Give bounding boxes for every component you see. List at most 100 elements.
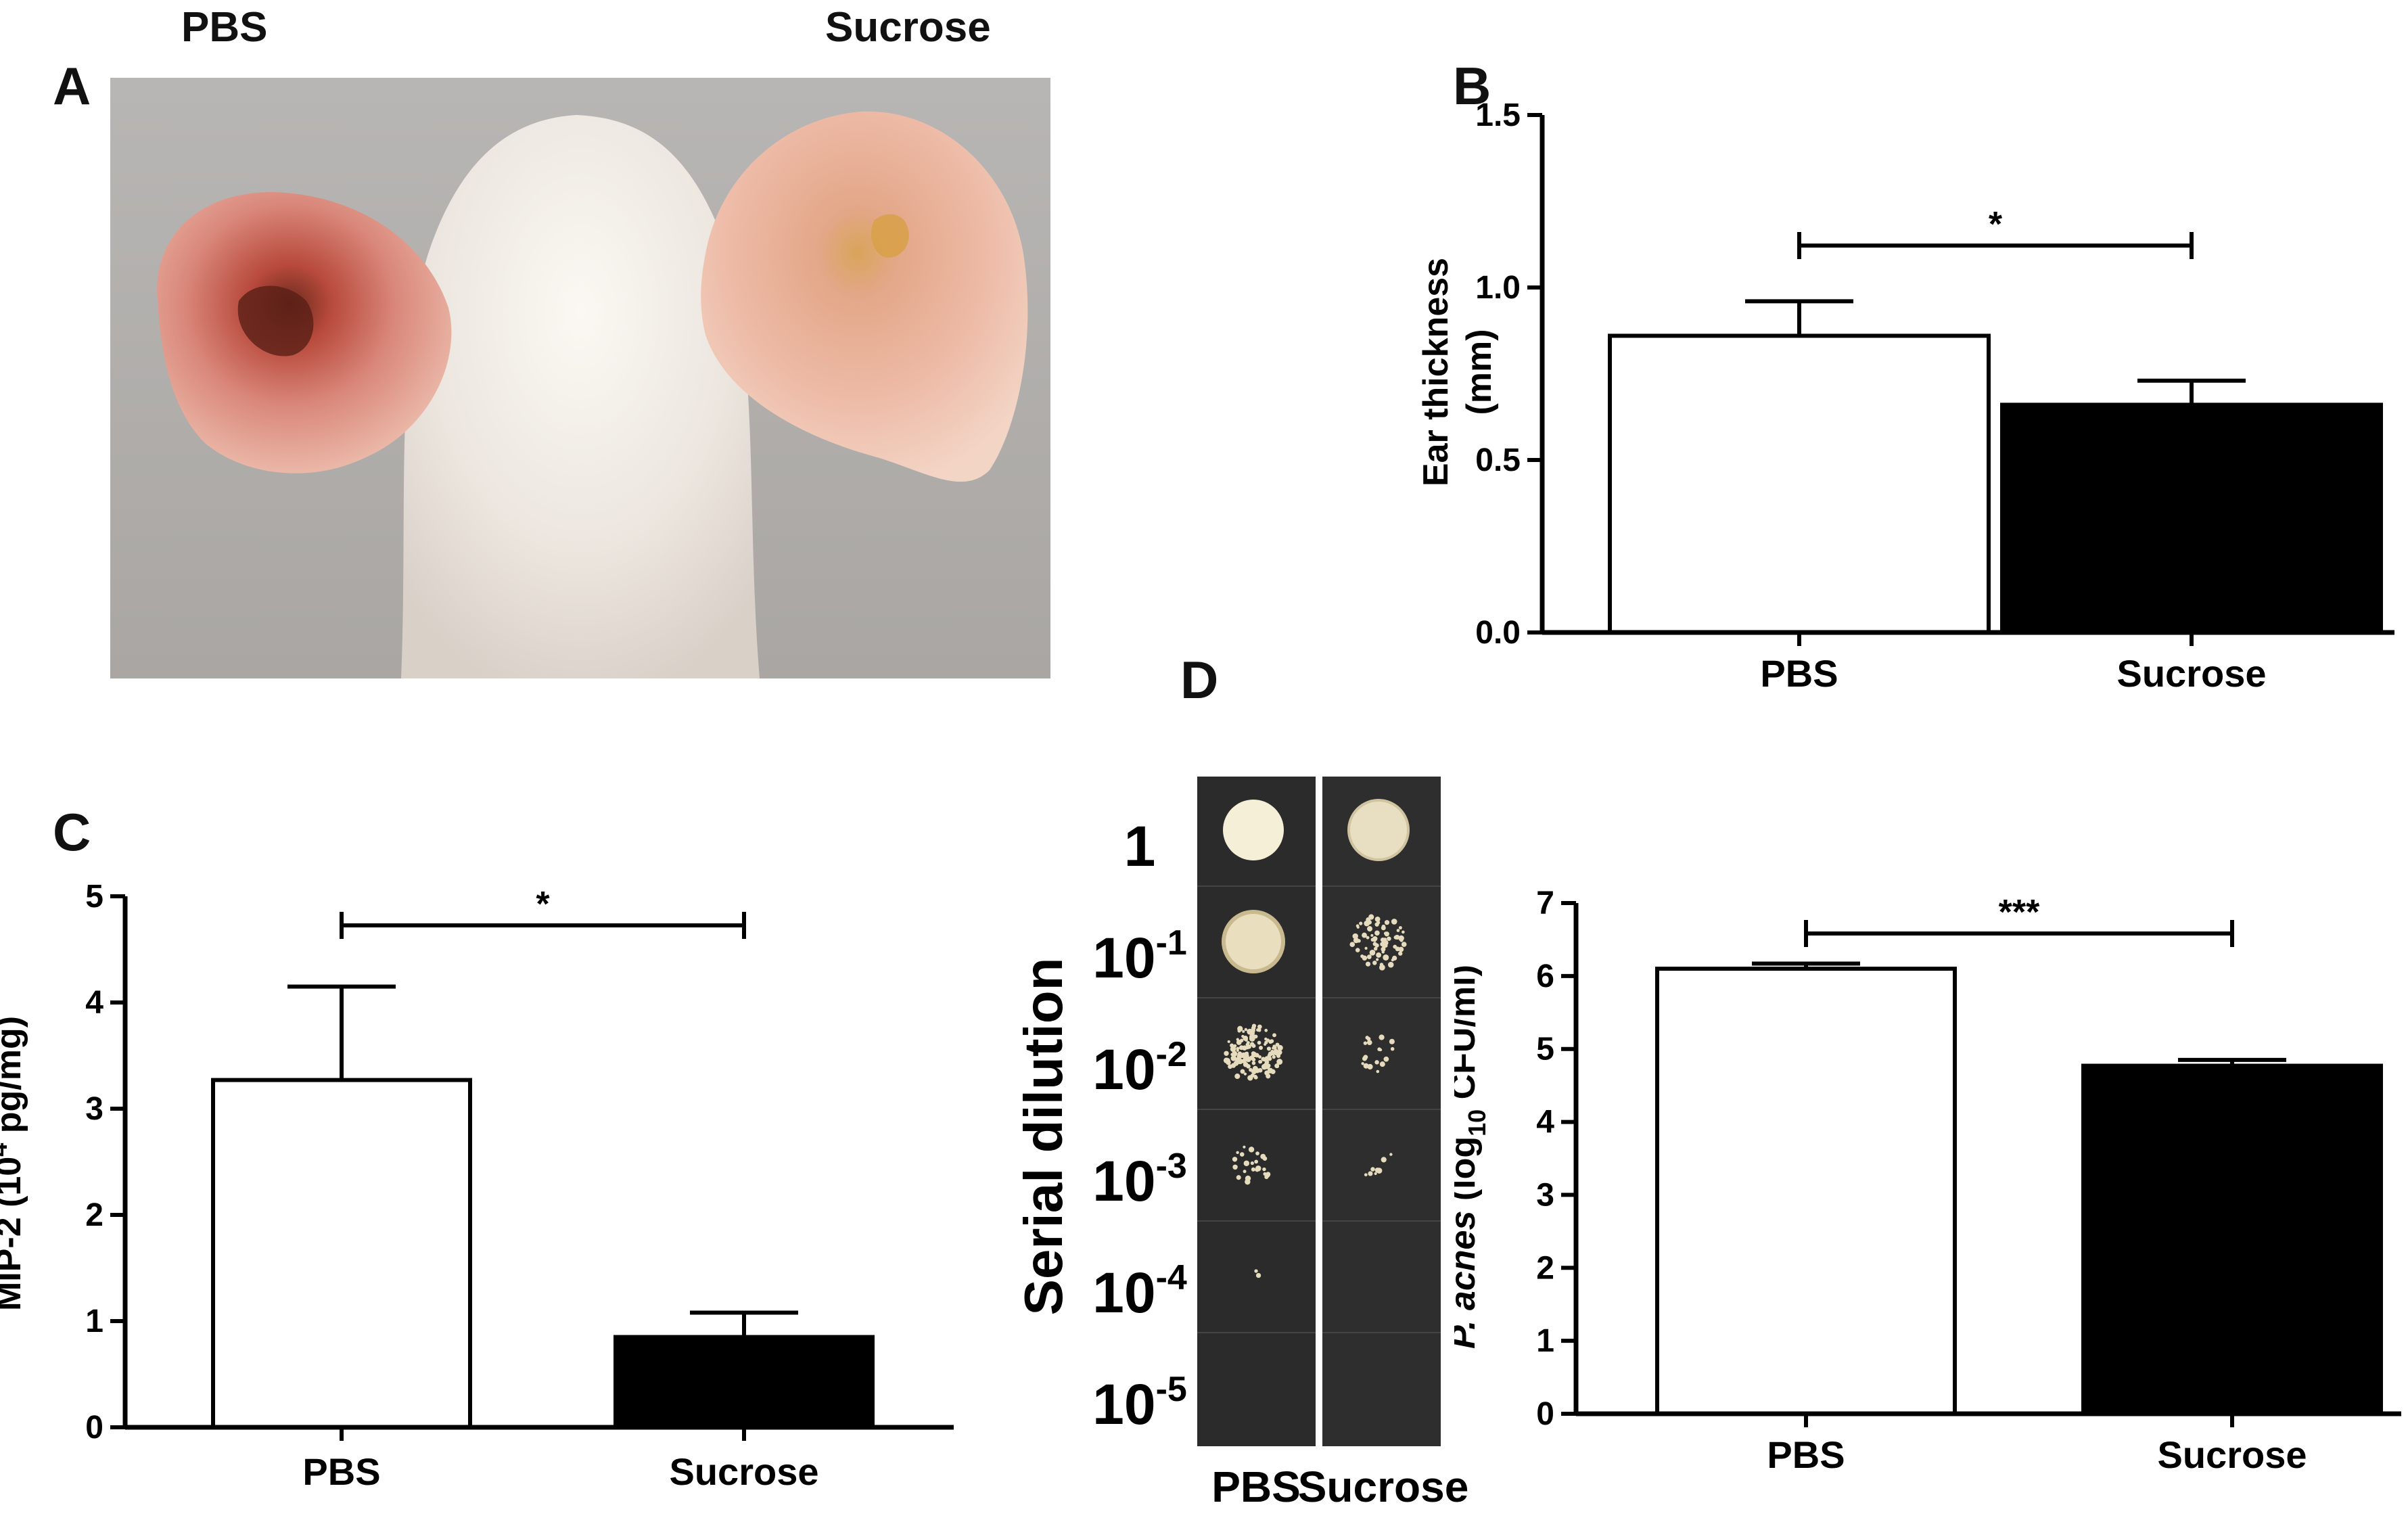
colony-speck xyxy=(1246,1041,1250,1045)
colony-speck xyxy=(1254,1269,1258,1273)
x-tick-label: PBS xyxy=(1767,1433,1845,1476)
colony-speck xyxy=(1251,1167,1255,1172)
y-tick-label: 0.0 xyxy=(1475,615,1521,651)
colony-speck xyxy=(1257,1040,1261,1045)
dilution-label: 10-4 xyxy=(1092,1258,1187,1324)
colony-speck xyxy=(1371,950,1376,954)
colony-speck xyxy=(1390,1046,1395,1051)
colony-speck xyxy=(1275,1042,1280,1047)
colony-speck xyxy=(1226,1059,1231,1065)
colony-speck xyxy=(1370,1167,1375,1172)
colony-speck xyxy=(1387,936,1391,941)
colony-speck xyxy=(1359,921,1363,925)
colony-speck xyxy=(1364,946,1368,950)
colony-speck xyxy=(1242,1030,1245,1033)
x-tick-label: PBS xyxy=(1760,652,1838,695)
colony-speck xyxy=(1394,934,1400,940)
colony-speck xyxy=(1356,924,1360,928)
y-axis-label: P. acnes (log10 CFU/ml) xyxy=(1454,965,1491,1349)
colony-speck xyxy=(1276,1059,1283,1065)
significance-marker: * xyxy=(536,885,550,924)
colony-speck xyxy=(1391,919,1397,925)
colony-speck xyxy=(1272,1055,1276,1059)
y-tick-label: 0 xyxy=(1536,1396,1554,1432)
panel-letter-d: D xyxy=(1180,650,1219,710)
colony-speck xyxy=(1254,1076,1258,1080)
plate-strip-pbs xyxy=(1197,777,1316,1446)
colony-speck xyxy=(1255,1166,1261,1172)
colony-speck xyxy=(1267,1067,1274,1074)
colony-speck xyxy=(1277,1044,1283,1051)
x-tick-label: Sucrose xyxy=(2117,652,2267,695)
colony-speck xyxy=(1236,1059,1243,1065)
colony-speck xyxy=(1387,961,1394,968)
colony-speck xyxy=(1249,1067,1253,1072)
colony-speck xyxy=(1266,1046,1272,1051)
colony-speck xyxy=(1384,931,1389,937)
colony-speck xyxy=(1362,955,1368,961)
chart-d: 0 1 2 3 4 5 6 7 PBS Sucrose P. acnes (log10 CFU/ml… xyxy=(1454,885,2401,1476)
colony-speck xyxy=(1228,1064,1232,1069)
photo-label-sucrose: Sucrose xyxy=(825,4,991,51)
bar-sucrose xyxy=(613,1335,875,1429)
colony-speck xyxy=(1363,1063,1369,1069)
colony-speck xyxy=(1249,1055,1253,1059)
colony-speck xyxy=(1257,1024,1262,1030)
dilution-base: 10 xyxy=(1092,1261,1155,1324)
dilution-base: 1 xyxy=(1124,814,1156,878)
colony-speck xyxy=(1251,1057,1256,1062)
panel-letter-a: A xyxy=(53,56,91,116)
colony-speck xyxy=(1264,1056,1270,1061)
colony-speck xyxy=(1230,1055,1236,1061)
colony-speck xyxy=(1383,954,1389,961)
y-axis-label-text: CFU/ml) xyxy=(1454,965,1483,1109)
dilution-exponent: -3 xyxy=(1156,1147,1187,1186)
colony-speck xyxy=(1238,1045,1244,1051)
colony-speck xyxy=(1366,1040,1372,1046)
colony-speck xyxy=(1381,925,1386,931)
colony-speck xyxy=(1398,946,1404,952)
dilution-exponent: -1 xyxy=(1156,923,1187,963)
colony-speck xyxy=(1374,1172,1377,1176)
bar-sucrose xyxy=(2000,402,2383,635)
colony-speck xyxy=(1379,963,1384,967)
colony-speck xyxy=(1364,1173,1368,1177)
panel-letter-b: B xyxy=(1453,56,1491,116)
colony-speck xyxy=(1227,1040,1230,1043)
y-tick-label: 0.5 xyxy=(1475,442,1521,478)
colony-spot xyxy=(1222,910,1285,973)
colony-speck xyxy=(1250,1161,1254,1166)
x-tick-label: Sucrose xyxy=(670,1450,819,1493)
y-axis-label-sub: 10 xyxy=(1463,1109,1491,1136)
y-tick-label: 1.5 xyxy=(1475,97,1521,133)
bar-pbs xyxy=(211,1078,472,1429)
y-axis-label-text: pg/mg) xyxy=(0,1016,28,1143)
colony-speck xyxy=(1258,1059,1262,1064)
colony-speck xyxy=(1363,1041,1368,1045)
y-axis-label-line: (mm) xyxy=(1460,329,1499,415)
plate-strip-sucrose xyxy=(1322,777,1441,1446)
colony-speck xyxy=(1271,1051,1276,1056)
colony-speck xyxy=(1254,1159,1258,1164)
colony-speck xyxy=(1374,917,1381,922)
colony-speck xyxy=(1236,1038,1239,1041)
y-axis-label-sup: 4 xyxy=(0,1143,12,1157)
colony-speck xyxy=(1251,1051,1256,1056)
y-tick-label: 6 xyxy=(1536,959,1554,994)
dilution-label: 10-3 xyxy=(1092,1147,1187,1213)
colony-speck xyxy=(1372,961,1377,965)
colony-speck xyxy=(1243,1160,1250,1166)
colony-speck xyxy=(1381,950,1385,954)
colony-speck xyxy=(1366,954,1372,959)
colony-speck xyxy=(1364,920,1370,927)
colony-speck xyxy=(1376,952,1382,958)
dilution-base: 10 xyxy=(1092,1038,1155,1101)
x-tick-label: Sucrose xyxy=(2158,1433,2307,1476)
colony-speck xyxy=(1376,1069,1380,1074)
chart-b: 0.0 0.5 1.0 1.5 PBS Sucrose Ear thickness (mm) * xyxy=(1420,97,2394,695)
colony-speck xyxy=(1249,1147,1253,1151)
colony-speck xyxy=(1349,942,1356,947)
dilution-base: 10 xyxy=(1092,926,1155,990)
colony-speck xyxy=(1381,942,1387,948)
